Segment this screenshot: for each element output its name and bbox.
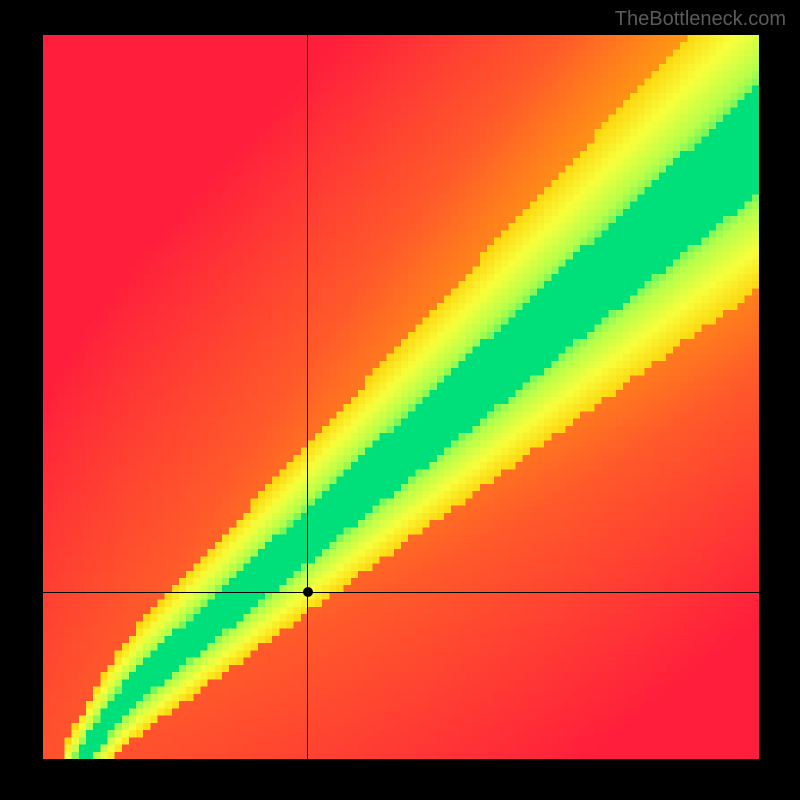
plot-area — [43, 35, 759, 759]
watermark-text: TheBottleneck.com — [615, 8, 786, 31]
crosshair-vertical — [307, 35, 308, 759]
heatmap-canvas — [43, 35, 759, 759]
crosshair-horizontal — [43, 592, 759, 593]
chart-container: TheBottleneck.com — [0, 0, 800, 800]
